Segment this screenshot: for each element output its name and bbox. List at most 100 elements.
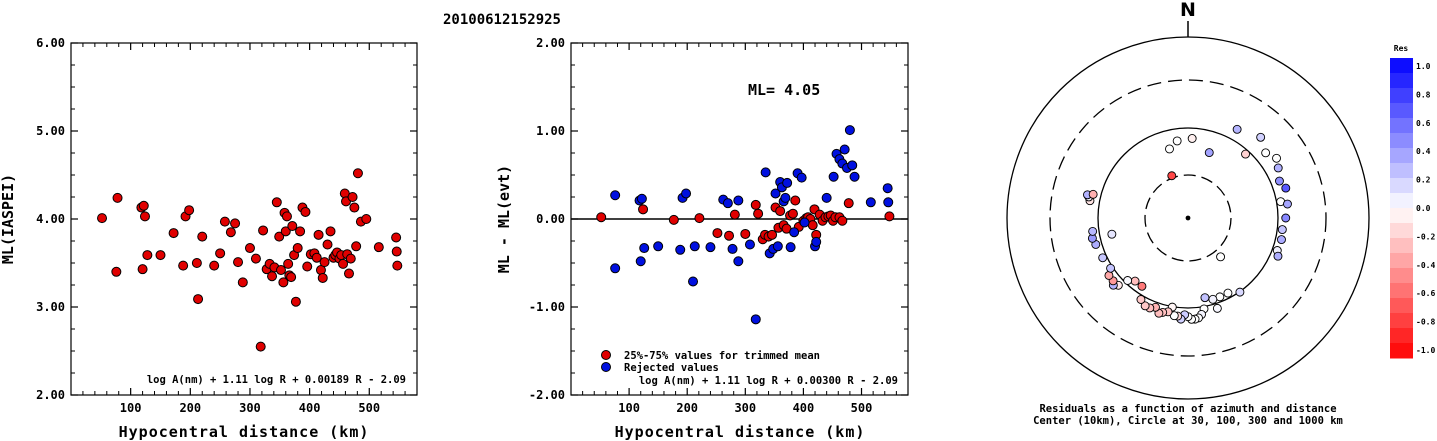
colorbar-cell [1390, 103, 1413, 119]
panel-ml-residual: -2.00 -1.00 0.00 1.00 2.00 100 200 300 400 500 M… [495, 36, 909, 441]
y-tick-label: 3.00 [36, 300, 65, 314]
caption-line-1: Residuals as a function of azimuth and d… [1039, 403, 1336, 415]
station-point [1256, 132, 1266, 142]
x-tick-label: 100 [120, 401, 142, 415]
data-point [319, 257, 330, 268]
data-point [811, 236, 822, 247]
data-point [349, 202, 360, 213]
data-point [596, 212, 607, 223]
data-point [295, 226, 306, 237]
station-point [1212, 303, 1222, 313]
data-point [267, 271, 278, 282]
data-point [884, 211, 895, 222]
colorbar-cell [1390, 298, 1413, 314]
colorbar-labels: 1.0 0.8 0.6 0.4 0.2 0.0 -0.2 -0.4 -0.6 -0.8 -1.0 [1416, 62, 1435, 355]
data-point [258, 225, 269, 236]
data-point [233, 257, 244, 268]
colorbar-cell [1390, 238, 1413, 254]
station-point [1273, 163, 1283, 173]
data-point [392, 260, 403, 271]
station-point [1232, 124, 1242, 134]
caption-line-2: Center (10km), Circle at 30, 100, 300 an… [1033, 415, 1343, 427]
data-point [882, 183, 893, 194]
data-point [292, 243, 303, 254]
colorbar-cell [1390, 328, 1413, 344]
station-point [1104, 271, 1114, 280]
data-point [351, 241, 362, 252]
data-point [287, 221, 298, 232]
colorbar-label: -1.0 [1416, 346, 1435, 355]
station-point [1275, 176, 1284, 186]
data-point [780, 192, 791, 203]
station-point [1165, 144, 1174, 154]
x-tick-label: 100 [618, 401, 640, 415]
colorbar-label: -0.8 [1416, 318, 1435, 327]
y-tick-label: 4.00 [36, 212, 65, 226]
colorbar-cell [1390, 223, 1413, 239]
data-point [807, 220, 818, 231]
colorbar-cell [1390, 88, 1413, 104]
x-tick-labels-1: 100 200 300 400 500 [120, 401, 380, 415]
station-point [1167, 171, 1177, 181]
data-point [828, 171, 839, 182]
data-point [278, 277, 289, 288]
y-tick-label: 0.00 [536, 212, 565, 226]
data-point [688, 276, 699, 287]
colorbar-cell [1390, 178, 1413, 194]
data-point [782, 177, 793, 188]
station-point [1216, 252, 1226, 262]
station-point [1088, 226, 1098, 236]
station-point [1088, 189, 1098, 199]
x-tick-label: 400 [299, 401, 321, 415]
colorbar-cells [1390, 58, 1413, 359]
data-point [347, 192, 358, 202]
data-point [286, 272, 297, 283]
station-point [1137, 281, 1147, 291]
data-point [322, 239, 333, 250]
colorbar-label: 0.2 [1416, 176, 1431, 185]
data-point [391, 232, 402, 243]
data-point [317, 272, 328, 283]
page-title: 20100612152925 [443, 12, 561, 28]
data-point [821, 192, 832, 203]
data-point [139, 211, 150, 222]
data-point [883, 197, 894, 208]
data-point [300, 206, 311, 217]
data-point [839, 144, 850, 155]
colorbar-cell [1390, 163, 1413, 179]
y-tick-label: -2.00 [529, 388, 565, 402]
colorbar-cell [1390, 283, 1413, 299]
station-point [1223, 288, 1233, 298]
station-point [1281, 183, 1291, 193]
data-point [638, 204, 649, 215]
data-point [97, 213, 108, 224]
data-point [197, 231, 208, 242]
station-points [1083, 124, 1292, 324]
colorbar-label: 0.0 [1416, 204, 1431, 213]
data-point [787, 208, 798, 219]
station-point [1273, 251, 1283, 261]
colorbar-cell [1390, 58, 1413, 74]
data-point [843, 198, 854, 209]
data-point [111, 266, 122, 277]
ring-300km [1049, 79, 1327, 357]
colorbar-cell [1390, 148, 1413, 164]
station-point [1261, 148, 1271, 158]
data-point [849, 171, 860, 182]
data-point [733, 256, 744, 267]
y-tick-label: 2.00 [536, 36, 565, 50]
x-tick-label: 200 [179, 401, 201, 415]
data-point [847, 160, 858, 171]
data-point [694, 213, 705, 224]
station-point [1277, 225, 1287, 235]
data-point [675, 244, 686, 255]
x-axis-label-2: Hypocentral distance (km) [615, 423, 866, 441]
colorbar-cell [1390, 253, 1413, 269]
colorbar-cell [1390, 73, 1413, 89]
data-point [653, 241, 664, 252]
data-point [184, 205, 195, 216]
data-point [750, 314, 761, 325]
data-point [230, 218, 241, 229]
colorbar-label: 0.4 [1416, 147, 1431, 156]
